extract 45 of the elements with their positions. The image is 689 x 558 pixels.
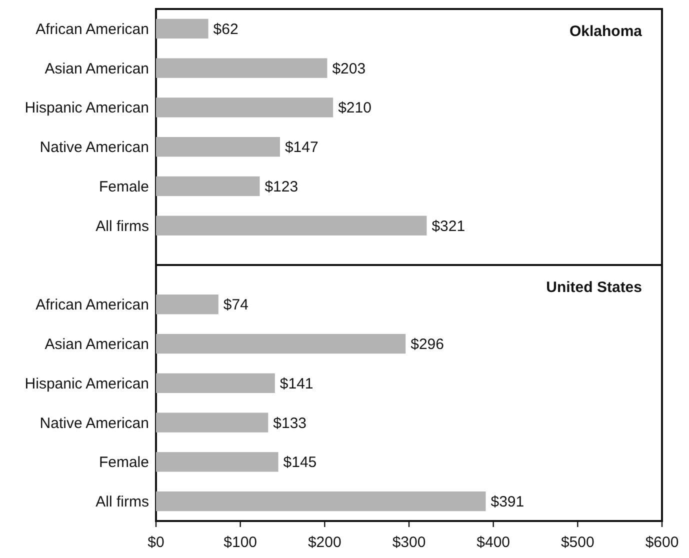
data-label: $62	[213, 20, 238, 38]
bar	[156, 334, 406, 354]
bar	[156, 98, 334, 118]
bar	[156, 216, 427, 236]
data-label: $147	[284, 139, 318, 156]
y-tick-label: Female	[98, 178, 149, 196]
x-tick-label: $500	[560, 534, 594, 551]
x-tick-label: $300	[392, 534, 426, 551]
y-tick-label: African American	[36, 20, 149, 38]
y-tick-label: All firms	[96, 218, 149, 235]
data-label: $210	[338, 100, 372, 117]
bar	[156, 491, 486, 512]
x-tick-label: $200	[308, 534, 342, 551]
y-tick-label: Asian American	[44, 336, 149, 354]
bar	[156, 176, 260, 196]
bar	[156, 452, 278, 472]
bar	[156, 412, 268, 432]
data-label: $321	[432, 218, 466, 235]
data-label: $145	[283, 454, 317, 472]
x-tick-label: $400	[476, 534, 510, 551]
text: United States	[546, 279, 642, 296]
data-label: $203	[332, 60, 366, 78]
y-tick-label: Hispanic American	[24, 375, 149, 392]
y-tick-label: Native American	[40, 139, 149, 156]
x-tick-label: $100	[224, 534, 258, 551]
y-tick-label: Hispanic American	[24, 100, 149, 117]
bar	[156, 373, 275, 393]
x-tick-label: $0	[148, 534, 164, 551]
text: Oklahoma	[569, 23, 643, 40]
data-label: $391	[490, 494, 524, 511]
y-tick-label: Female	[98, 454, 149, 472]
data-label: $141	[280, 375, 314, 392]
y-tick-label: Asian American	[44, 60, 149, 78]
y-tick-label: African American	[36, 296, 149, 314]
y-tick-label: Native American	[40, 414, 149, 432]
bar	[156, 137, 280, 157]
data-label: $74	[223, 296, 248, 314]
bar	[156, 58, 328, 78]
bar	[156, 18, 208, 39]
y-tick-label: All firms	[96, 494, 149, 511]
data-label: $123	[264, 178, 298, 196]
data-label: $296	[410, 336, 444, 354]
data-label: $133	[273, 414, 307, 432]
x-tick-label: $600	[645, 534, 679, 551]
bar	[156, 294, 218, 314]
